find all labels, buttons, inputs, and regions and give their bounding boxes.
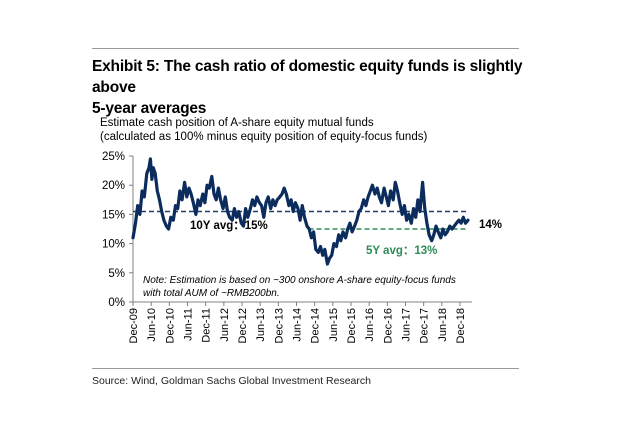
x-tick-label: Dec-13	[273, 308, 285, 343]
labels-layer: 10Y avg：15% 5Y avg：13% 14% Note: Estimation…	[143, 219, 502, 299]
x-tick-label: Dec-17	[419, 308, 431, 343]
chart-title-line1: Estimate cash position of A-share equity…	[100, 117, 374, 129]
x-tick-label: Jun-17	[401, 308, 413, 342]
x-tick-label: Jun-15	[328, 308, 340, 342]
x-tick-label: Jun-10	[146, 308, 158, 342]
end-value-label: 14%	[479, 219, 502, 231]
y-tick-label: 15%	[102, 209, 125, 221]
x-tick-label: Dec-12	[237, 308, 249, 343]
avg-5y-label: 5Y avg：13%	[366, 245, 437, 257]
y-tick-label: 0%	[108, 297, 125, 309]
x-tick-label: Dec-18	[455, 308, 467, 343]
x-tick-label: Dec-10	[164, 308, 176, 343]
exhibit-title-line2: 5-year averages	[92, 100, 207, 117]
x-tick-label: Dec-15	[346, 308, 358, 343]
note-line2: with total AUM of ~RMB200bn.	[143, 288, 280, 299]
chart-title-line2: (calculated as 100% minus equity positio…	[100, 131, 428, 143]
chart-axes: 0% 5% 10% 15% 20% 25% Dec-09 Jun-10 Dec-10 Jun-11…	[102, 151, 472, 343]
note-line1: Note: Estimation is based on ~300 onshor…	[143, 275, 456, 286]
y-tick-label: 20%	[102, 180, 125, 192]
exhibit-title-line1: Exhibit 5: The cash ratio of domestic eq…	[92, 58, 523, 96]
x-tick-label: Jun-16	[364, 308, 376, 342]
x-tick-label: Jun-11	[183, 308, 195, 341]
x-tick-label: Jun-14	[292, 308, 304, 342]
chart-title: Estimate cash position of A-share equity…	[100, 116, 520, 144]
x-tick-label: Dec-16	[382, 308, 394, 343]
y-tick-label: 5%	[108, 268, 125, 280]
series-line-cash-position	[131, 157, 470, 266]
x-tick-label: Jun-12	[219, 308, 231, 342]
y-tick-label: 10%	[102, 239, 125, 251]
y-tick-label: 25%	[102, 151, 125, 163]
exhibit-title: Exhibit 5: The cash ratio of domestic eq…	[92, 56, 532, 119]
series-layer	[131, 157, 470, 266]
x-tick-label: Jun-13	[255, 308, 267, 342]
top-rule	[92, 48, 519, 49]
x-tick-label: Jun-18	[437, 308, 449, 342]
x-tick-label: Dec-11	[201, 308, 213, 343]
x-tick-label: Dec-14	[310, 308, 322, 343]
avg-10y-label: 10Y avg：15%	[190, 220, 268, 232]
source-note: Source: Wind, Goldman Sachs Global Inves…	[92, 375, 371, 387]
x-tick-label: Dec-09	[128, 308, 140, 343]
bottom-rule	[92, 368, 519, 369]
